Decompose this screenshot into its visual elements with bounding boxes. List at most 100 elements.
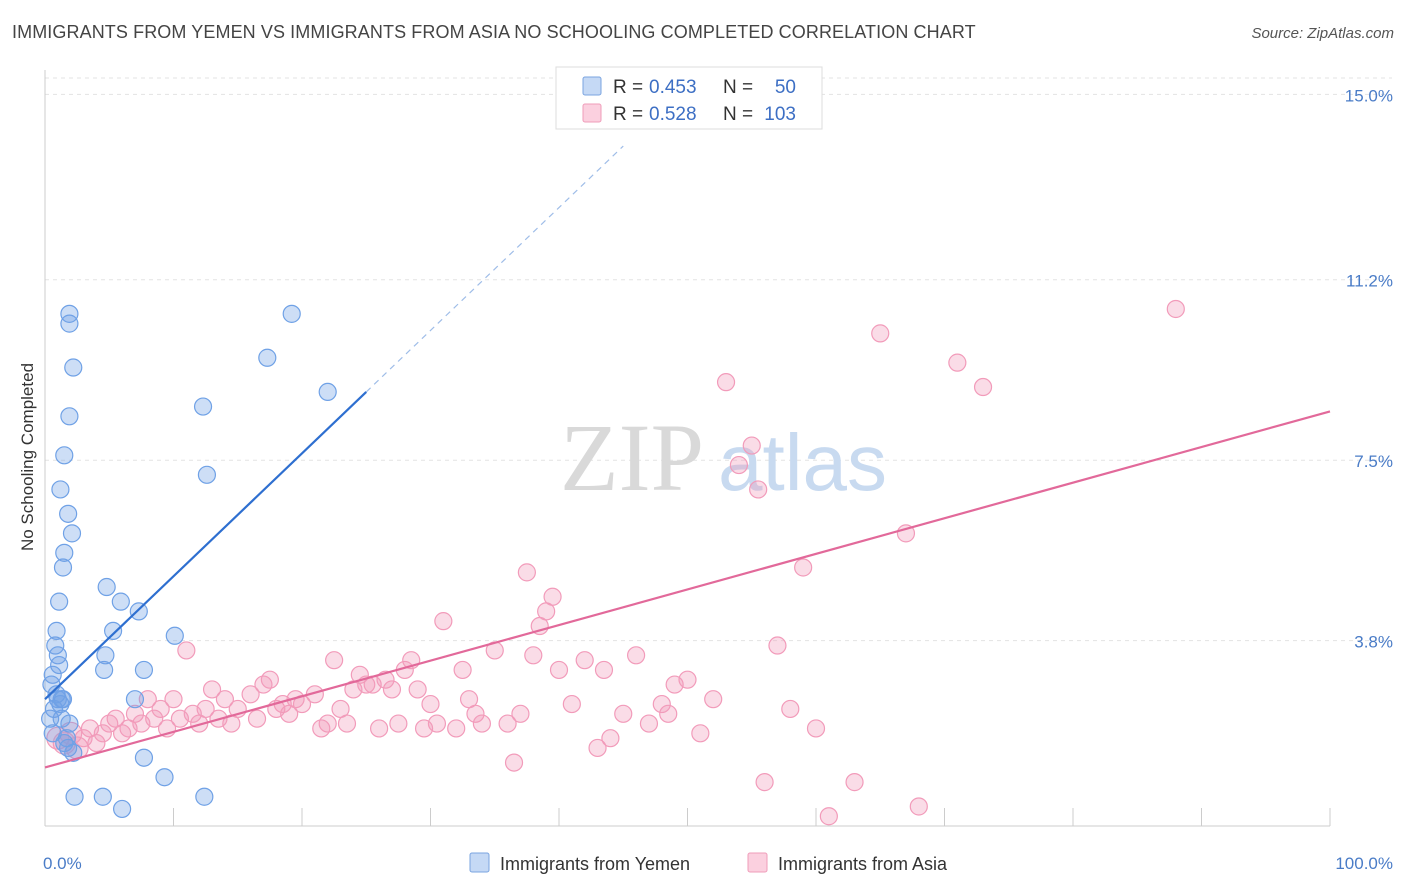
yemen-trend-line (44, 391, 368, 700)
asia-point (196, 699, 215, 719)
asia-point (215, 690, 234, 709)
asia-point (164, 690, 183, 709)
asia-point (177, 641, 196, 660)
asia-point (434, 612, 453, 631)
asia-point (511, 704, 530, 723)
yemen-point (53, 690, 73, 709)
asia-point (614, 704, 633, 723)
asia-point (594, 660, 614, 680)
asia-point (806, 719, 826, 738)
x-tick-label-min: 0.0% (43, 854, 82, 873)
yemen-point (59, 738, 78, 758)
asia-point (241, 685, 260, 704)
asia-point (639, 714, 659, 733)
chart-title: IMMIGRANTS FROM YEMEN VS IMMIGRANTS FROM… (12, 22, 976, 42)
yemen-point (48, 690, 67, 709)
asia-point (202, 680, 222, 699)
yemen-point (50, 655, 69, 675)
y-tick-label: 15.0% (1345, 86, 1393, 105)
yemen-point (96, 646, 115, 665)
yemen-point (95, 660, 114, 680)
stats-legend-asia-swatch (582, 103, 602, 123)
stats-legend-yemen-n: 50 (775, 77, 796, 98)
asia-point (562, 694, 581, 714)
yemen-point (125, 690, 145, 709)
yemen-point (93, 787, 112, 806)
legend-asia-swatch (747, 852, 768, 873)
yemen-point (197, 465, 217, 484)
asia-point (659, 704, 678, 723)
legend-yemen-label: Immigrants from Yemen (500, 854, 690, 874)
x-tick-label-max: 100.0% (1335, 854, 1393, 873)
gridlines (45, 77, 1392, 642)
asia-point (125, 704, 145, 723)
asia-point (973, 377, 993, 397)
yemen-point (50, 592, 69, 611)
asia-point (453, 660, 472, 680)
yemen-point (193, 397, 213, 416)
stats-legend-asia-r-label: R = (613, 104, 643, 125)
series-legend: Immigrants from Yemen Immigrants from As… (469, 852, 948, 874)
asia-point (337, 714, 357, 733)
yemen-point (195, 787, 214, 806)
asia-point (427, 714, 447, 733)
yemen-point (55, 543, 74, 562)
asia-point (781, 699, 800, 719)
yemen-point (43, 665, 62, 684)
asia-point (151, 699, 170, 719)
yemen-point (112, 799, 132, 819)
asia-point (543, 587, 562, 606)
y-tick-label: 3.8% (1354, 633, 1393, 652)
stats-legend-asia-n-label: N = (723, 104, 753, 125)
yemen-point (55, 446, 74, 465)
asia-point (145, 709, 164, 728)
asia-point (447, 719, 466, 738)
watermark: ZIP atlas (560, 404, 887, 511)
series-asia-points (46, 299, 1185, 826)
yemen-point (62, 524, 82, 543)
legend-asia-label: Immigrants from Asia (778, 854, 948, 874)
yemen-point (111, 592, 130, 611)
stats-legend-asia-r: 0.528 (649, 104, 697, 125)
stats-legend-yemen-r-label: R = (613, 77, 643, 98)
yemen-point (134, 660, 154, 680)
asia-trend-line (44, 410, 1331, 769)
y-axis-label: No Schooling Completed (18, 363, 37, 551)
yemen-point (51, 480, 70, 499)
yemen-point (318, 382, 337, 402)
axes (44, 70, 1331, 827)
asia-point (524, 646, 543, 665)
asia-point (498, 714, 517, 733)
asia-point (948, 353, 967, 372)
asia-point (755, 773, 774, 792)
asia-point (768, 636, 787, 655)
yemen-point (65, 787, 84, 806)
asia-point (517, 563, 536, 582)
asia-point (588, 738, 607, 758)
stats-legend-asia-n: 103 (764, 104, 796, 125)
yemen-point (258, 348, 277, 367)
yemen-point (60, 314, 79, 333)
asia-point (575, 651, 594, 670)
asia-point (504, 753, 524, 772)
asia-point (318, 714, 337, 733)
asia-point (691, 724, 710, 743)
asia-point (389, 714, 408, 733)
watermark-atlas: atlas (718, 418, 887, 507)
yemen-point (104, 621, 123, 641)
trend-lines (44, 145, 1331, 769)
watermark-zip: ZIP (560, 404, 704, 511)
asia-point (549, 660, 569, 680)
asia-point (601, 729, 620, 748)
stats-legend-yemen-swatch (582, 76, 602, 96)
yemen-point (64, 743, 83, 762)
yemen-point (43, 724, 62, 743)
yemen-point (165, 626, 184, 645)
asia-point (678, 670, 697, 689)
yemen-point (64, 358, 83, 377)
tick-labels: 3.8% 7.5% 11.2% 15.0% 0.0% 100.0% (43, 86, 1393, 873)
asia-point (871, 324, 890, 343)
asia-point (742, 436, 761, 455)
asia-point (626, 646, 646, 665)
